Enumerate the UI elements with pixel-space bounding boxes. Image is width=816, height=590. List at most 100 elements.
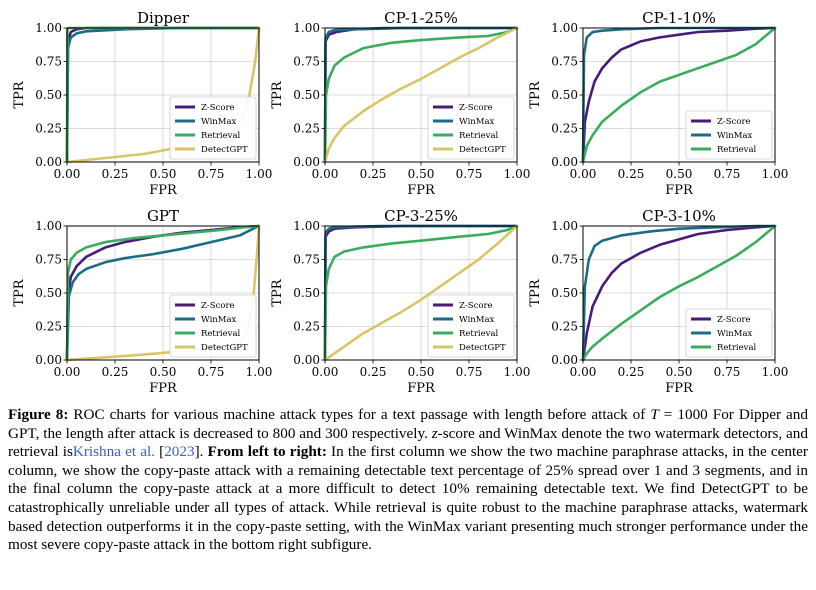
x-tick-label: 1.00 (762, 365, 789, 379)
legend: Z-Score WinMax Retrieval (685, 110, 773, 160)
x-tick-label: 0.00 (312, 167, 339, 181)
legend-label: Retrieval (201, 131, 241, 141)
panel-title: CP-1-25% (384, 9, 458, 27)
x-tick-label: 1.00 (504, 167, 531, 181)
roc-curve-retrieval (323, 224, 519, 362)
roc-curve-retrieval (581, 224, 777, 362)
x-tick-label: 0.50 (150, 365, 177, 379)
y-tick-label: 0.50 (293, 286, 320, 300)
legend-box (169, 96, 257, 160)
x-tick-label: 0.50 (408, 365, 435, 379)
y-tick-label: 1.00 (35, 219, 62, 233)
legend-label: DetectGPT (459, 145, 506, 155)
x-tick-label: 0.50 (150, 167, 177, 181)
legend-box (427, 294, 515, 358)
y-axis-label: TPR (12, 278, 27, 306)
legend: Z-Score WinMax Retrieval DetectGPT (427, 96, 515, 160)
y-tick-label: 0.00 (551, 353, 578, 367)
legend: Z-Score WinMax Retrieval DetectGPT (427, 294, 515, 358)
x-tick-label: 1.00 (504, 365, 531, 379)
y-tick-label: 0.75 (551, 55, 578, 69)
x-tick-label: 1.00 (246, 167, 273, 181)
x-axis-label: FPR (407, 183, 436, 198)
legend: Z-Score WinMax Retrieval (685, 308, 773, 358)
legend-box (685, 110, 773, 160)
legend-label: DetectGPT (459, 343, 506, 353)
caption-text: ROC charts for various machine attack ty… (68, 406, 651, 423)
roc-figure: 0.000.000.250.250.500.500.750.751.001.00… (12, 9, 788, 396)
x-tick-label: 0.25 (618, 167, 645, 181)
roc-curve-winmax (581, 224, 777, 362)
figure-caption: Figure 8: ROC charts for various machine… (8, 406, 808, 555)
y-tick-label: 0.25 (551, 122, 578, 136)
legend-label: DetectGPT (201, 145, 248, 155)
panel-title: GPT (147, 207, 179, 225)
x-axis-label: FPR (149, 381, 178, 396)
panel-title: CP-1-10% (642, 9, 716, 27)
roc-panel: 0.000.00 0.25 0.25 0.50 0.50 0.75 0.75 1.00 1.00… (528, 207, 788, 396)
y-tick-label: 0.25 (293, 122, 320, 136)
legend-box (427, 96, 515, 160)
y-tick-label: 0.75 (551, 253, 578, 267)
y-tick-label: 0.00 (293, 353, 320, 367)
x-axis-label: FPR (407, 381, 436, 396)
x-tick-label: 0.50 (666, 167, 693, 181)
x-tick-label: 0.00 (312, 365, 339, 379)
y-tick-label: 0.00 (35, 155, 62, 169)
caption-variable-t: T (650, 406, 659, 423)
y-tick-label: 0.00 (35, 353, 62, 367)
legend-label: Retrieval (459, 329, 499, 339)
y-tick-label: 0.50 (293, 88, 320, 102)
y-tick-label: 0.00 (551, 155, 578, 169)
y-tick-label: 1.00 (551, 219, 578, 233)
x-tick-label: 1.00 (762, 167, 789, 181)
legend-label: DetectGPT (201, 343, 248, 353)
x-tick-label: 0.25 (360, 167, 387, 181)
y-tick-label: 0.75 (35, 253, 62, 267)
roc-curve-z-score (581, 224, 777, 362)
x-tick-label: 0.25 (102, 365, 129, 379)
y-tick-label: 0.50 (551, 88, 578, 102)
y-tick-label: 0.25 (293, 320, 320, 334)
citation-link[interactable]: Krishna et al. (72, 443, 155, 461)
legend-label: Retrieval (717, 145, 757, 155)
legend-label: WinMax (201, 315, 237, 325)
y-tick-label: 1.00 (551, 21, 578, 35)
x-tick-label: 0.00 (570, 167, 597, 181)
x-tick-label: 0.00 (570, 365, 597, 379)
x-tick-label: 0.25 (360, 365, 387, 379)
citation-year-link[interactable]: 2023 (164, 443, 195, 461)
y-tick-label: 1.00 (293, 219, 320, 233)
x-tick-label: 0.25 (102, 167, 129, 181)
roc-panel: 0.000.00 0.25 0.25 0.50 0.50 0.75 0.75 1.00 1.00… (528, 9, 788, 198)
caption-text: -score and WinMax denote the two waterma… (8, 424, 808, 461)
roc-curve-retrieval (65, 224, 261, 362)
legend-label: WinMax (201, 117, 237, 127)
legend-label: Retrieval (717, 343, 757, 353)
roc-curve-winmax (65, 224, 261, 362)
x-tick-label: 0.75 (714, 167, 741, 181)
caption-text: = 1000 For Dipper and GPT, the length af… (8, 406, 808, 442)
x-tick-label: 0.50 (666, 365, 693, 379)
y-axis-label: TPR (12, 80, 27, 108)
roc-curve-z-score (581, 26, 777, 164)
y-tick-label: 0.25 (35, 122, 62, 136)
panel-title: CP-3-10% (642, 207, 716, 225)
roc-panel: 0.000.00 0.25 0.25 0.50 0.50 0.75 0.75 1.00 1.00… (12, 9, 272, 198)
legend-label: WinMax (459, 117, 495, 127)
caption-text: [ (154, 443, 165, 461)
caption-text: ]. (194, 443, 208, 461)
x-tick-label: 0.00 (54, 167, 81, 181)
y-tick-label: 1.00 (293, 21, 320, 35)
y-axis-label: TPR (270, 278, 285, 306)
legend-label: Z-Score (459, 103, 493, 113)
caption-emphasis: From left to right: (207, 443, 327, 461)
x-tick-label: 0.75 (714, 365, 741, 379)
y-tick-label: 0.75 (35, 55, 62, 69)
legend-label: Z-Score (459, 301, 493, 311)
legend-label: Z-Score (717, 315, 751, 325)
panel-title: Dipper (137, 9, 190, 27)
roc-panel: 0.000.00 0.25 0.25 0.50 0.50 0.75 0.75 1.00 1.00… (270, 207, 530, 396)
roc-curve-retrieval (323, 26, 519, 164)
y-tick-label: 0.75 (293, 253, 320, 267)
